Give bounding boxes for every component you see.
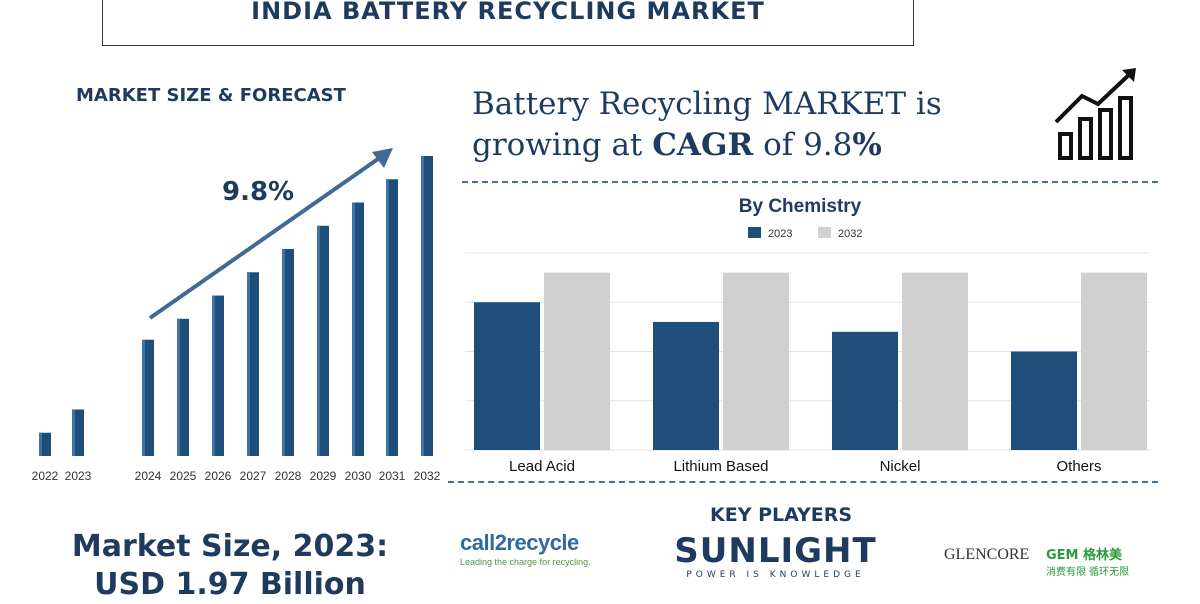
- chemistry-bar: [902, 272, 968, 450]
- chemistry-bar: [1081, 272, 1147, 450]
- title-box: INDIA BATTERY RECYCLING MARKET: [102, 0, 914, 46]
- legend-label: 2032: [838, 228, 862, 240]
- glencore-logo: GLENCORE: [944, 546, 1030, 563]
- forecast-tick-label: 2027: [240, 469, 267, 483]
- trend-arrow-line: [148, 150, 390, 320]
- forecast-bar-highlight: [386, 179, 389, 457]
- sunlight-tagline: POWER IS KNOWLEDGE: [686, 570, 865, 580]
- forecast-bar-highlight: [177, 318, 180, 456]
- call2recycle-logo: call2recycle Leading the charge for recy…: [460, 530, 600, 567]
- forecast-tick-label: 2028: [275, 469, 302, 483]
- forecast-bar-highlight: [317, 225, 320, 456]
- forecast-bar-highlight: [142, 339, 145, 456]
- divider-bottom: [448, 481, 1158, 483]
- forecast-tick-label: 2023: [65, 469, 92, 483]
- chemistry-bar: [832, 331, 898, 450]
- chemistry-chart-title: By Chemistry: [739, 196, 862, 217]
- legend-swatch: [818, 227, 831, 238]
- forecast-tick-label: 2031: [379, 469, 406, 483]
- growth-label: 9.8%: [222, 177, 295, 207]
- call2recycle-tagline: Leading the charge for recycling.: [460, 557, 591, 567]
- chemistry-category-label: Nickel: [880, 458, 921, 475]
- sunlight-logo: SUNLIGHT POWER IS KNOWLEDGE: [668, 532, 883, 580]
- forecast-bar-highlight: [421, 156, 424, 456]
- forecast-bar-highlight: [247, 272, 250, 456]
- chemistry-bar: [544, 272, 610, 450]
- chemistry-bar: [1011, 351, 1077, 450]
- headline: Battery Recycling MARKET is growing at C…: [472, 84, 1032, 166]
- chemistry-bar: [653, 321, 719, 450]
- trend-arrow-icon: [372, 148, 393, 168]
- forecast-tick-label: 2032: [414, 469, 441, 483]
- market-size-line1: Market Size, 2023:: [71, 529, 389, 564]
- forecast-bar-highlight: [39, 432, 42, 456]
- gem-logo: GEM 格林美 消费有限 循环无限: [1046, 544, 1146, 578]
- headline-part3: of 9.8: [763, 127, 853, 163]
- chemistry-bar: [723, 272, 789, 450]
- headline-line1: Battery Recycling MARKET is: [472, 86, 942, 122]
- headline-part2: growing at: [472, 127, 643, 163]
- chemistry-category-label: Lithium Based: [673, 458, 768, 475]
- chemistry-category-label: Lead Acid: [509, 458, 575, 475]
- forecast-tick-label: 2024: [135, 469, 162, 483]
- call2recycle-name: call2recycle: [460, 530, 579, 555]
- divider-top: [462, 181, 1158, 183]
- forecast-bar-highlight: [72, 409, 75, 456]
- forecast-tick-label: 2026: [205, 469, 232, 483]
- market-size-line2: USD 1.97 Billion: [94, 567, 366, 602]
- key-players-heading: KEY PLAYERS: [710, 504, 853, 526]
- headline-line2: growing at CAGR of 9.8%: [472, 125, 1032, 166]
- gem-name: GEM 格林美: [1046, 548, 1123, 563]
- sunlight-name: SUNLIGHT: [674, 531, 877, 571]
- headline-pct: %: [852, 127, 882, 163]
- forecast-tick-label: 2025: [170, 469, 197, 483]
- forecast-tick-label: 2029: [310, 469, 337, 483]
- chemistry-chart: By Chemistry 2023 2032 Lead Acid Lithium B…: [465, 196, 1150, 475]
- market-size-heading: MARKET SIZE & FORECAST: [76, 85, 346, 106]
- forecast-bar-highlight: [212, 295, 215, 456]
- chemistry-bar: [474, 302, 540, 450]
- page-title: INDIA BATTERY RECYCLING MARKET: [251, 0, 765, 25]
- market-size-text: Market Size, 2023: USD 1.97 Billion: [40, 528, 420, 604]
- gem-tagline: 消费有限 循环无限: [1046, 567, 1130, 578]
- chemistry-category-label: Others: [1056, 458, 1101, 475]
- forecast-bar-highlight: [352, 202, 355, 456]
- headline-cagr: CAGR: [652, 127, 754, 163]
- forecast-tick-label: 2030: [345, 469, 372, 483]
- growth-chart-icon: [1054, 68, 1136, 160]
- legend-swatch: [748, 227, 761, 238]
- market-forecast-chart: 2022 2023 2024 2025 2026 2027 2028 2029 2030 2031…: [32, 148, 441, 483]
- forecast-tick-label: 2022: [32, 469, 59, 483]
- forecast-bar-highlight: [282, 249, 285, 456]
- legend-label: 2023: [768, 228, 792, 240]
